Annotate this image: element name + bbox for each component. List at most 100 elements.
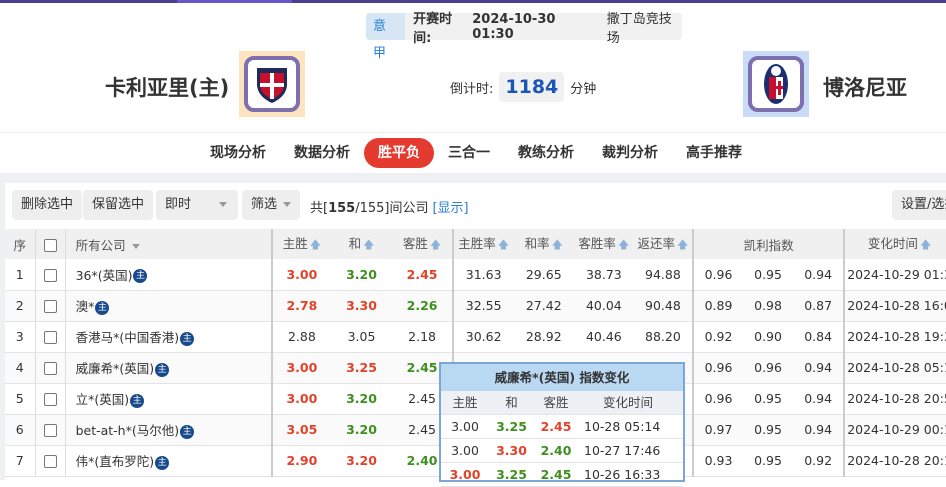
col-company[interactable]: 所有公司 <box>65 229 274 259</box>
odds-h[interactable]: 2.88 <box>272 321 331 353</box>
tab-5[interactable]: 裁判分析 <box>602 145 658 161</box>
odds-h[interactable]: 2.90 <box>272 445 331 477</box>
sort-arrow-icon[interactable]: 🡅 <box>617 238 630 251</box>
main-badge-icon: 主 <box>155 362 170 377</box>
main-badge-icon: 主 <box>180 424 195 439</box>
odds-d[interactable]: 3.05 <box>330 321 393 353</box>
filter-label: 筛选 <box>251 197 278 212</box>
odds-h[interactable]: 2.78 <box>272 290 331 322</box>
show-link[interactable]: [显示] <box>432 201 469 216</box>
tab-3[interactable]: 三合一 <box>448 145 490 161</box>
odds-d[interactable]: 3.20 <box>330 414 393 446</box>
row-checkbox[interactable] <box>35 445 66 477</box>
row-checkbox[interactable] <box>35 290 66 322</box>
mode-dropdown[interactable]: 即时 <box>156 190 238 220</box>
rate-cell: 27.42 <box>513 290 574 322</box>
divider <box>0 132 946 133</box>
company-cell[interactable]: bet-at-h*(马尔他) 主 <box>65 414 274 446</box>
col-8[interactable]: 客胜率 🡅 <box>573 229 634 259</box>
company-cell[interactable]: 威廉希*(英国) 主 <box>65 352 274 384</box>
odds-d[interactable]: 3.20 <box>330 445 393 477</box>
rate-cell: 40.04 <box>573 290 634 322</box>
row-checkbox[interactable] <box>35 259 66 291</box>
odds-a[interactable]: 2.26 <box>392 290 454 322</box>
odds-a[interactable]: 2.45 <box>392 259 454 291</box>
popup-header: 主胜 和 客胜 变化时间 <box>441 391 683 415</box>
row-checkbox[interactable] <box>35 352 66 384</box>
company-cell[interactable]: 立*(英国) 主 <box>65 383 274 415</box>
odds-h[interactable]: 3.05 <box>272 414 331 446</box>
change-time: 2024-10-28 19:32 <box>844 321 946 353</box>
tab-4[interactable]: 教练分析 <box>518 145 574 161</box>
kelly-cell: 0.98 <box>743 290 794 322</box>
sort-arrow-icon[interactable]: 🡅 <box>551 238 563 251</box>
odds-d[interactable]: 3.20 <box>330 383 393 415</box>
away-team-logo[interactable] <box>743 51 809 117</box>
popup-odds: 2.45 <box>540 467 572 482</box>
countdown: 倒计时: 1184 分钟 <box>450 72 596 102</box>
odds-h[interactable]: 3.00 <box>272 383 331 415</box>
tab-6[interactable]: 高手推荐 <box>686 145 742 161</box>
company-cell[interactable]: 36*(英国) 主 <box>65 259 274 291</box>
league-badge[interactable]: 意甲 <box>366 13 406 61</box>
col-3[interactable]: 主胜 🡅 <box>272 229 331 259</box>
sort-arrow-icon[interactable]: 🡅 <box>497 238 510 251</box>
delete-selected-button[interactable]: 删除选中 <box>12 190 83 220</box>
home-team-logo[interactable] <box>239 51 305 117</box>
odds-d[interactable]: 3.20 <box>330 259 393 291</box>
company-cell[interactable]: 香港马*(中国香港) 主 <box>65 321 274 353</box>
kelly-cell: 0.94 <box>793 352 846 384</box>
row-checkbox[interactable] <box>35 414 66 446</box>
odds-h[interactable]: 3.00 <box>272 352 331 384</box>
tab-2[interactable]: 胜平负 <box>364 138 434 168</box>
kelly-cell: 0.95 <box>743 445 794 477</box>
rate-cell: 31.63 <box>452 259 514 291</box>
sort-arrow-icon[interactable]: 🡅 <box>309 238 322 251</box>
popup-time: 10-28 05:14 <box>584 419 661 434</box>
odds-d[interactable]: 3.30 <box>330 290 393 322</box>
table-row[interactable]: 1 36*(英国) 主 3.00 3.20 2.45 31.63 29.65 38.73 94.8… <box>5 259 946 291</box>
row-checkbox[interactable] <box>35 383 66 415</box>
rate-cell: 38.73 <box>573 259 634 291</box>
sort-arrow-icon[interactable]: 🡅 <box>919 238 932 251</box>
row-checkbox[interactable] <box>35 321 66 353</box>
odds-d[interactable]: 3.25 <box>330 352 393 384</box>
company-cell[interactable]: 澳* 主 <box>65 290 274 322</box>
odds-h[interactable]: 3.00 <box>272 259 331 291</box>
rate-cell: 40.46 <box>573 321 634 353</box>
row-index: 1 <box>5 259 36 291</box>
tab-1[interactable]: 数据分析 <box>294 145 350 161</box>
home-team-name[interactable]: 卡利亚里(主) <box>105 76 230 100</box>
col-7[interactable]: 和率 🡅 <box>513 229 574 259</box>
odds-a[interactable]: 2.18 <box>392 321 454 353</box>
keep-selected-button[interactable]: 保留选中 <box>83 190 154 220</box>
popup-col: 变化时间 <box>602 395 653 410</box>
table-row[interactable]: 2 澳* 主 2.78 3.30 2.26 32.55 27.42 40.04 90.48 0.89… <box>5 290 946 322</box>
top-bar <box>0 0 946 3</box>
tab-0[interactable]: 现场分析 <box>210 145 266 161</box>
filter-dropdown[interactable]: 筛选 <box>242 190 301 220</box>
away-team-name[interactable]: 博洛尼亚 <box>823 76 907 100</box>
nav-tabs: 现场分析 数据分析 胜平负 三合一 教练分析 裁判分析 高手推荐 <box>196 138 756 168</box>
kelly-cell: 0.94 <box>793 414 846 446</box>
col-9[interactable]: 返还率 🡅 <box>633 229 694 259</box>
sort-arrow-icon[interactable]: 🡅 <box>429 238 442 251</box>
company-cell[interactable]: 伟*(直布罗陀) 主 <box>65 445 274 477</box>
rate-cell: 28.92 <box>513 321 574 353</box>
odds-a[interactable]: 2.45 <box>392 352 454 384</box>
settings-button[interactable]: 设置/选择 <box>892 190 946 220</box>
row-index: 2 <box>5 290 36 322</box>
change-time: 2024-10-28 20:19 <box>844 445 946 477</box>
table-row[interactable]: 3 香港马*(中国香港) 主 2.88 3.05 2.18 30.62 28.92 40.46 8… <box>5 321 946 353</box>
select-all-checkbox[interactable] <box>35 229 66 259</box>
col-time[interactable]: 变化时间 🡅 <box>844 229 946 259</box>
popup-odds: 3.00 <box>451 419 479 434</box>
row-index: 7 <box>5 445 36 477</box>
rate-cell: 90.48 <box>633 290 694 322</box>
sort-arrow-icon[interactable]: 🡅 <box>363 238 375 251</box>
col-6[interactable]: 主胜率 🡅 <box>452 229 514 259</box>
sort-arrow-icon[interactable]: 🡅 <box>677 238 689 251</box>
kelly-cell: 0.94 <box>793 383 846 415</box>
col-4[interactable]: 和 🡅 <box>330 229 393 259</box>
col-5[interactable]: 客胜 🡅 <box>392 229 454 259</box>
